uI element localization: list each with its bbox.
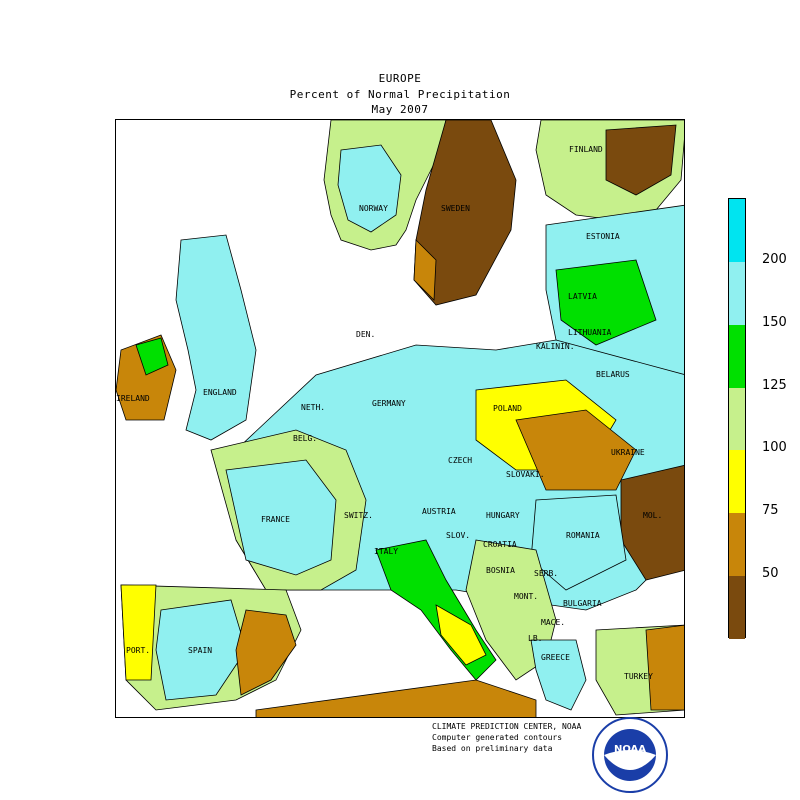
precipitation-map: FINLAND NORWAY SWEDEN ESTONIA LATVIA LIT… <box>115 119 685 718</box>
label-lithuania: LITHUANIA <box>568 328 612 337</box>
label-spain: SPAIN <box>188 646 213 655</box>
label-czech: CZECH <box>448 456 473 465</box>
label-greece: GREECE <box>541 653 570 662</box>
region-iberia-yellow <box>120 584 157 681</box>
label-slovakia: SLOVAKI. <box>506 470 545 479</box>
region-sweden <box>413 120 517 306</box>
label-bosnia: BOSNIA <box>486 566 515 575</box>
label-ukraine: UKRAINE <box>611 448 645 457</box>
region-baltics-green <box>555 259 657 346</box>
map-canvas <box>116 120 684 717</box>
region-italy-south <box>435 604 487 666</box>
label-slovenia: SLOV. <box>446 531 471 540</box>
label-estonia: ESTONIA <box>586 232 620 241</box>
legend-tick-label: 200 <box>762 251 787 267</box>
land-regions <box>116 120 684 717</box>
label-romania: ROMANIA <box>566 531 600 540</box>
label-netherlands: NETH. <box>301 403 326 412</box>
region-norway-wet <box>337 144 402 233</box>
color-legend <box>728 198 746 640</box>
label-england: ENGLAND <box>203 388 237 397</box>
label-macedonia: MACE. <box>541 618 566 627</box>
region-greece <box>530 639 587 711</box>
legend-band <box>729 513 745 577</box>
label-belarus: BELARUS <box>596 370 630 379</box>
noaa-logo-text: NOAA <box>614 744 646 755</box>
map-title: EUROPE <box>378 72 422 85</box>
label-croatia: CROATIA <box>483 540 517 549</box>
label-montenegro: MONT. <box>514 592 539 601</box>
region-ireland-green <box>135 337 169 376</box>
label-austria: AUSTRIA <box>422 507 456 516</box>
label-turkey: TURKEY <box>624 672 653 681</box>
noaa-logo: NOAA <box>592 717 668 793</box>
region-sweden-edge <box>413 239 437 301</box>
label-poland: POLAND <box>493 404 522 413</box>
credit-method: Computer generated contours <box>432 733 563 742</box>
label-kaliningrad: KALININ. <box>536 342 575 351</box>
region-north-africa <box>255 679 537 717</box>
legend-band <box>729 261 745 325</box>
credit-source: CLIMATE PREDICTION CENTER, NOAA <box>432 722 582 731</box>
label-switzerland: SWITZ. <box>344 511 373 520</box>
label-moldova: MOL. <box>643 511 663 520</box>
legend-tick-label: 150 <box>762 314 787 330</box>
legend-tick-label: 50 <box>762 566 779 582</box>
map-period: May 2007 <box>371 103 429 116</box>
legend-band <box>729 199 745 262</box>
legend-band <box>729 576 745 640</box>
region-france-wet <box>225 459 337 576</box>
map-subtitle: Percent of Normal Precipitation <box>289 88 511 101</box>
label-portugal: PORT. <box>126 646 151 655</box>
region-finland-dry <box>605 124 677 196</box>
label-sweden: SWEDEN <box>441 204 470 213</box>
label-hungary: HUNGARY <box>486 511 520 520</box>
label-denmark: DEN. <box>356 330 376 339</box>
label-bulgaria: BULGARIA <box>563 599 602 608</box>
legend-tick-label: 125 <box>762 377 787 393</box>
legend-tick-label: 75 <box>762 503 779 519</box>
legend-tick-label: 100 <box>762 440 787 456</box>
legend-band <box>729 324 745 388</box>
label-serbia: SERB. <box>534 569 559 578</box>
label-france: FRANCE <box>261 515 290 524</box>
region-iberia-wet <box>155 599 247 701</box>
label-belgium: BELG. <box>293 434 318 443</box>
label-albania: LB. <box>528 634 543 643</box>
region-turkey-dry <box>645 624 684 711</box>
legend-band <box>729 450 745 514</box>
label-finland: FINLAND <box>569 145 603 154</box>
region-britain <box>175 234 257 441</box>
label-italy: ITALY <box>374 547 399 556</box>
label-latvia: LATVIA <box>568 292 597 301</box>
region-iberia-dry <box>235 609 297 696</box>
legend-band <box>729 387 745 451</box>
label-germany: GERMANY <box>372 399 406 408</box>
region-ukraine-dry <box>515 409 637 491</box>
credit-data-note: Based on preliminary data <box>432 744 553 753</box>
label-ireland: IRELAND <box>116 394 150 403</box>
label-norway: NORWAY <box>359 204 388 213</box>
